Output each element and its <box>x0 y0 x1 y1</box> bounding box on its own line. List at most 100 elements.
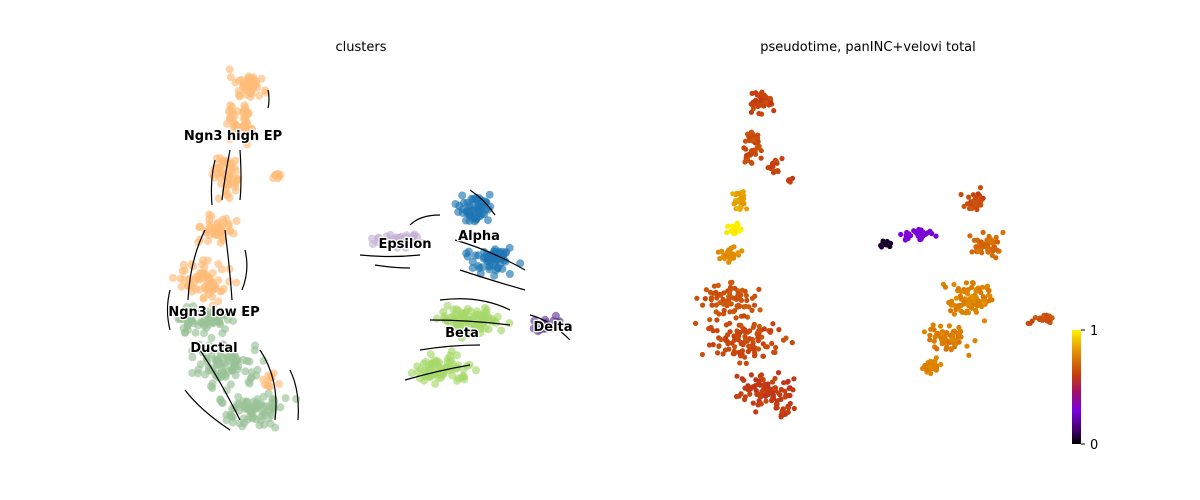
scatter-point <box>749 295 756 301</box>
scatter-point <box>981 318 988 324</box>
scatter-point <box>963 280 970 286</box>
scatter-point <box>386 230 395 239</box>
scatter-point <box>728 245 734 251</box>
scatter-point <box>753 90 759 96</box>
scatter-point <box>426 350 435 359</box>
scatter-point <box>755 346 762 352</box>
scatter-point <box>713 302 719 308</box>
scatter-point <box>226 113 235 122</box>
scatter-point <box>925 230 931 236</box>
scatter-point <box>747 391 753 397</box>
scatter-point <box>188 309 196 318</box>
scatter-point <box>781 380 787 386</box>
scatter-point <box>455 317 464 326</box>
scatter-point <box>267 411 276 420</box>
scatter-point <box>933 367 940 373</box>
scatter-point <box>735 302 741 308</box>
scatter-point <box>738 322 744 328</box>
scatter-point <box>770 379 776 385</box>
scatter-point <box>730 252 737 258</box>
scatter-point <box>702 296 708 302</box>
scatter-point <box>1044 312 1050 318</box>
scatter-point <box>943 346 949 352</box>
scatter-point <box>739 248 745 254</box>
scatter-point <box>457 334 466 343</box>
scatter-point <box>707 317 713 323</box>
scatter-point <box>972 194 979 201</box>
streamline <box>187 229 206 301</box>
scatter-point <box>961 203 967 209</box>
scatter-point <box>432 357 441 365</box>
scatter-point <box>714 317 720 323</box>
scatter-point <box>748 372 755 378</box>
scatter-point <box>958 191 964 198</box>
scatter-point <box>247 124 256 133</box>
scatter-point <box>749 307 755 313</box>
scatter-point <box>210 227 219 236</box>
scatter-point <box>948 347 954 353</box>
scatter-point <box>709 302 715 308</box>
scatter-point <box>226 73 235 82</box>
streamline <box>221 149 231 201</box>
scatter-point <box>727 279 734 286</box>
scatter-point <box>959 309 965 315</box>
scatter-point <box>377 236 386 245</box>
scatter-point <box>1049 315 1055 321</box>
scatter-point <box>756 381 763 387</box>
scatter-point <box>966 352 972 358</box>
scatter-point <box>759 111 765 117</box>
scatter-point <box>984 237 990 243</box>
scatter-point <box>736 225 742 231</box>
scatter-point <box>767 95 773 101</box>
scatter-point <box>447 356 456 365</box>
scatter-point <box>437 373 445 382</box>
scatter-point <box>765 165 771 171</box>
scatter-point <box>780 408 786 414</box>
scatter-point <box>759 334 765 340</box>
scatter-point <box>413 362 422 371</box>
scatter-point <box>732 228 738 234</box>
scatter-point <box>205 210 214 219</box>
scatter-point <box>187 260 196 269</box>
scatter-point <box>1032 315 1038 321</box>
scatter-point <box>965 310 972 316</box>
scatter-point <box>454 374 463 383</box>
scatter-point <box>970 280 976 286</box>
scatter-point <box>176 274 185 283</box>
scatter-point <box>776 327 782 333</box>
scatter-point <box>264 389 273 398</box>
scatter-point <box>717 256 723 262</box>
scatter-point <box>202 276 211 285</box>
scatter-point <box>188 346 197 355</box>
scatter-point <box>743 360 749 366</box>
scatter-point <box>201 370 210 379</box>
scatter-point <box>975 248 981 254</box>
scatter-point <box>748 159 755 166</box>
scatter-point <box>958 288 964 294</box>
scatter-point <box>481 324 490 333</box>
scatter-point <box>769 162 775 168</box>
scatter-point <box>231 156 240 165</box>
scatter-point <box>713 289 719 296</box>
scatter-point <box>732 285 738 291</box>
scatter-point <box>703 287 710 293</box>
scatter-point <box>955 303 961 309</box>
scatter-point <box>216 395 225 404</box>
scatter-point <box>742 354 748 360</box>
scatter-point <box>734 373 740 379</box>
streamline <box>199 349 241 421</box>
scatter-point <box>713 309 719 315</box>
scatter-point <box>966 194 972 200</box>
scatter-point <box>490 271 499 280</box>
scatter-point <box>944 330 950 336</box>
scatter-point <box>791 376 797 382</box>
scatter-point <box>765 390 771 396</box>
scatter-point <box>255 91 264 100</box>
scatter-point <box>275 380 283 388</box>
streamline <box>459 269 526 291</box>
scatter-point <box>775 370 782 376</box>
scatter-point <box>765 381 771 387</box>
scatter-point <box>742 396 748 403</box>
scatter-point <box>220 311 229 320</box>
scatter-point <box>783 335 789 341</box>
